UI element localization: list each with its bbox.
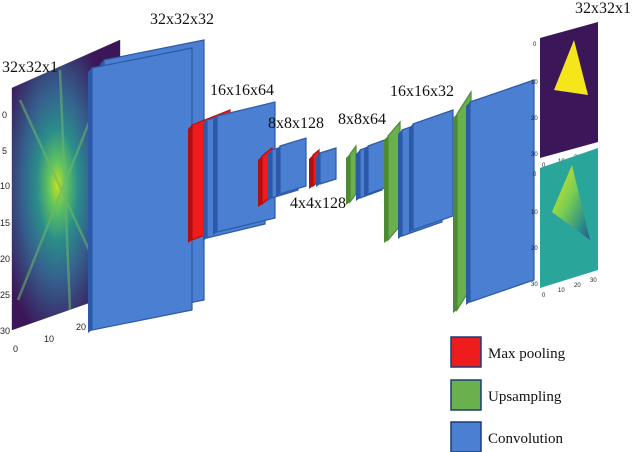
dec2-size-label: 16x16x32 (390, 83, 454, 100)
triangle-shape (554, 40, 588, 95)
tick-label: 30 (0, 326, 10, 336)
dec1-upsample-layer (349, 144, 357, 204)
tick-label: 0 (542, 293, 546, 299)
tick-label: 0 (533, 42, 537, 48)
tick-label: 20 (574, 283, 581, 289)
bottleneck-conv-layer (319, 147, 337, 185)
tick-label: 20 (531, 246, 538, 252)
tick-label: 30 (590, 278, 597, 284)
bottleneck-maxpool-edge (309, 155, 313, 189)
dec1-conv-a-edge (356, 150, 360, 201)
bottleneck-conv-edge (316, 153, 320, 187)
enc3-conv-a-edge (268, 150, 272, 201)
tick-label: 5 (2, 146, 7, 156)
gt-y-ticks: 0 10 20 30 (531, 42, 538, 158)
dec3-upsample-edge (453, 114, 457, 313)
dec1-conv-b-edge (364, 146, 368, 197)
pred-y-ticks: 0 10 20 30 (531, 172, 538, 288)
legend-label: Convolution (488, 431, 564, 447)
input-size-label: 32x32x1 (2, 59, 58, 76)
tick-label: 0 (542, 163, 546, 169)
tick-label: 25 (0, 290, 10, 300)
input-x-ticks: 0 10 20 (13, 322, 86, 354)
dec1-upsample-edge (346, 154, 350, 205)
bottleneck-size-label: 4x4x128 (290, 195, 346, 212)
tick-label: 20 (531, 116, 538, 122)
legend-label: Upsampling (488, 389, 562, 405)
legend-item-maxpool: Max pooling (450, 336, 566, 368)
tick-label: 10 (0, 181, 10, 191)
dec2-conv-b-edge (409, 124, 413, 233)
tick-label: 10 (531, 80, 538, 86)
tick-label: 0 (13, 344, 18, 354)
maxpool-swatch (450, 336, 482, 368)
legend-label: Max pooling (488, 346, 566, 362)
output-ground-truth: 0 10 20 30 0 10 20 30 (531, 22, 598, 169)
enc3-size-label: 8x8x128 (268, 115, 324, 132)
tick-label: 0 (533, 172, 537, 178)
upsampling-swatch (450, 379, 482, 411)
dec1-size-label: 8x8x64 (338, 111, 386, 128)
enc3-conv-b-layer (279, 137, 307, 195)
enc1-conv-b-layer (91, 47, 193, 331)
dec2-upsample-edge (384, 136, 388, 243)
enc2-conv-a-edge (203, 120, 207, 241)
tick-label: 30 (531, 152, 538, 158)
legend-item-upsampling: Upsampling (450, 379, 562, 411)
output-size-label: 32x32x1 (575, 0, 631, 17)
convolution-swatch (450, 421, 482, 452)
tick-label: 10 (44, 334, 54, 344)
legend: Max pooling Upsampling Convolution (450, 336, 566, 452)
dec2-conv-a-edge (398, 130, 402, 239)
enc3-conv-b-edge (276, 146, 280, 197)
enc2-conv-b-edge (213, 116, 217, 235)
predicted-triangle (552, 165, 590, 240)
enc1-size-label: 32x32x32 (150, 11, 214, 28)
dec2-conv-b-layer (412, 109, 454, 231)
enc1-conv-b-edge (88, 68, 92, 333)
tick-label: 0 (2, 110, 7, 120)
tick-label: 20 (0, 254, 10, 264)
enc2-maxpool-edge (188, 125, 192, 243)
dec3-conv-edge (466, 102, 470, 305)
pred-x-ticks: 0 10 20 30 (542, 278, 597, 299)
legend-item-convolution: Convolution (450, 421, 564, 452)
enc3-maxpool-edge (258, 156, 262, 207)
enc2-size-label: 16x16x64 (210, 82, 274, 99)
input-y-ticks: 0 5 10 15 20 25 30 (0, 110, 10, 336)
tick-label: 15 (0, 218, 10, 228)
dec3-conv-layer (469, 79, 535, 303)
tick-label: 30 (531, 282, 538, 288)
tick-label: 10 (531, 210, 538, 216)
output-prediction: 0 10 20 30 0 10 20 30 (531, 148, 598, 299)
tick-label: 20 (76, 322, 86, 332)
tick-label: 10 (558, 288, 565, 294)
layer-stack (88, 39, 535, 333)
